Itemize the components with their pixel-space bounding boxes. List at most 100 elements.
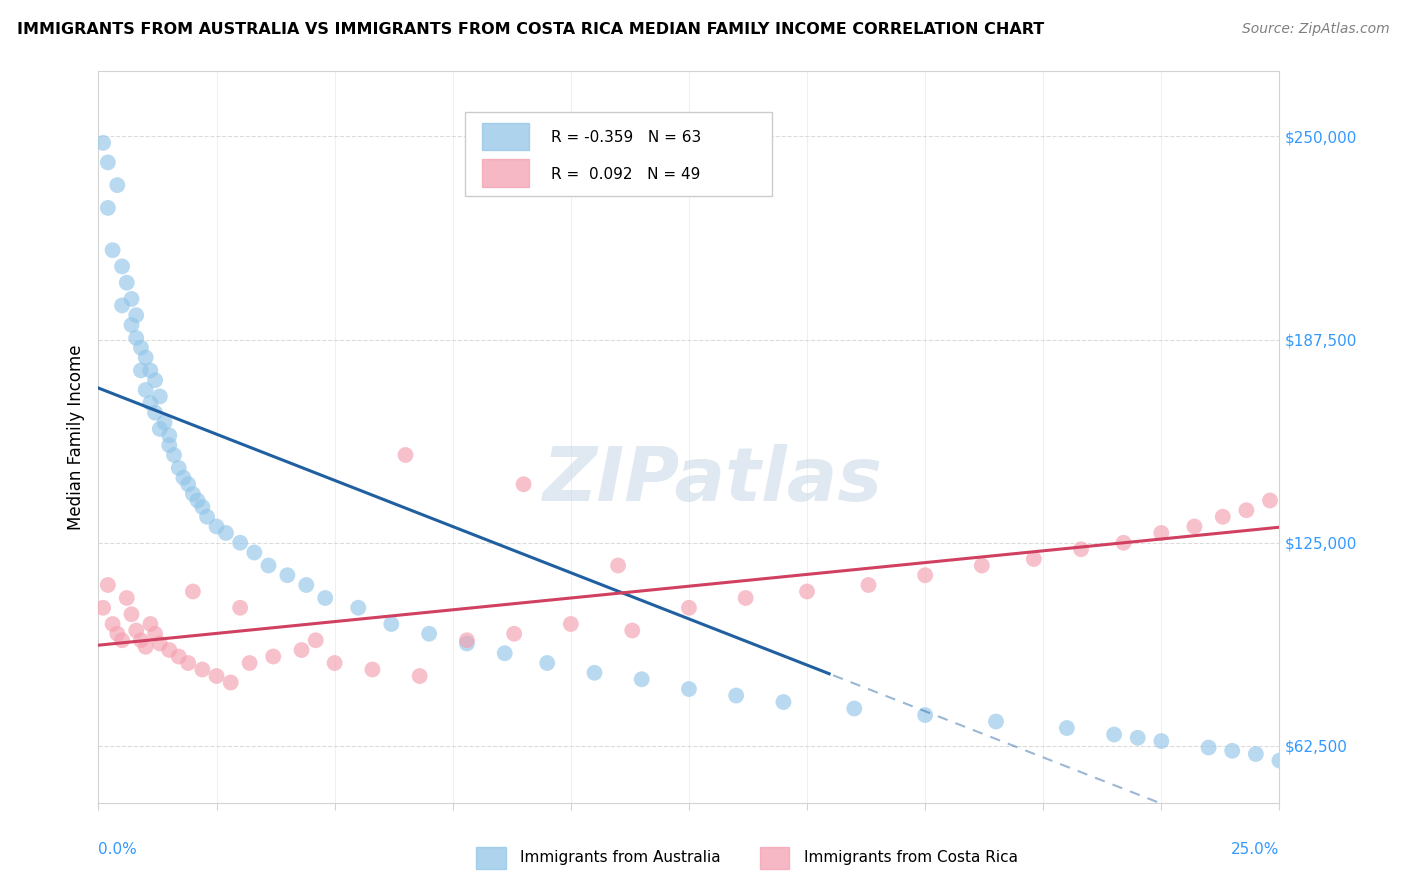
Point: [149, 636, 172, 650]
Point: [181, 584, 204, 599]
Text: R = -0.359   N = 63: R = -0.359 N = 63: [551, 130, 702, 145]
Point: [323, 656, 346, 670]
Point: [181, 487, 204, 501]
Point: [1212, 509, 1234, 524]
Point: [1258, 493, 1281, 508]
Point: [1102, 727, 1125, 741]
Bar: [482, 159, 530, 187]
Point: [1150, 526, 1173, 541]
Point: [678, 681, 700, 696]
Point: [621, 624, 644, 638]
Text: IMMIGRANTS FROM AUSTRALIA VS IMMIGRANTS FROM COSTA RICA MEDIAN FAMILY INCOME COR: IMMIGRANTS FROM AUSTRALIA VS IMMIGRANTS …: [17, 22, 1045, 37]
Point: [143, 626, 166, 640]
Point: [1268, 754, 1291, 768]
Point: [1184, 519, 1206, 533]
Point: [177, 656, 200, 670]
Point: [172, 471, 194, 485]
Point: [143, 406, 166, 420]
Point: [111, 633, 134, 648]
Text: 25.0%: 25.0%: [1232, 842, 1279, 856]
FancyBboxPatch shape: [464, 112, 772, 195]
Point: [560, 617, 582, 632]
Point: [276, 568, 298, 582]
Point: [177, 477, 200, 491]
Point: [143, 373, 166, 387]
Point: [494, 646, 516, 660]
Point: [139, 617, 162, 632]
Point: [1150, 734, 1173, 748]
Bar: [477, 847, 506, 869]
Point: [229, 535, 252, 549]
Point: [734, 591, 756, 605]
Point: [1126, 731, 1149, 745]
Point: [858, 578, 880, 592]
Point: [630, 673, 652, 687]
Point: [418, 626, 440, 640]
Point: [347, 600, 370, 615]
Point: [914, 708, 936, 723]
Text: Immigrants from Australia: Immigrants from Australia: [520, 850, 721, 865]
Text: ZIPatlas: ZIPatlas: [543, 444, 883, 517]
Point: [129, 363, 152, 377]
Point: [394, 448, 416, 462]
Point: [536, 656, 558, 670]
Point: [149, 422, 172, 436]
Text: Immigrants from Costa Rica: Immigrants from Costa Rica: [803, 850, 1018, 865]
Point: [1070, 542, 1092, 557]
Point: [135, 640, 157, 654]
Point: [1198, 740, 1220, 755]
Point: [1022, 552, 1045, 566]
Point: [195, 509, 218, 524]
Point: [1112, 535, 1135, 549]
Point: [115, 591, 138, 605]
Point: [91, 136, 114, 150]
Point: [380, 617, 402, 632]
Point: [187, 493, 209, 508]
Text: Source: ZipAtlas.com: Source: ZipAtlas.com: [1241, 22, 1389, 37]
Point: [305, 633, 328, 648]
Point: [157, 428, 180, 442]
Point: [111, 260, 134, 274]
Point: [153, 416, 176, 430]
Point: [456, 633, 478, 648]
Point: [1244, 747, 1267, 761]
Point: [163, 448, 186, 462]
Point: [725, 689, 748, 703]
Point: [229, 600, 252, 615]
Point: [139, 396, 162, 410]
Point: [105, 178, 128, 193]
Point: [295, 578, 318, 592]
Point: [408, 669, 430, 683]
Point: [215, 526, 238, 541]
Point: [149, 389, 172, 403]
Point: [121, 292, 143, 306]
Point: [105, 626, 128, 640]
Point: [121, 607, 143, 622]
Point: [121, 318, 143, 332]
Point: [191, 500, 214, 514]
Point: [167, 649, 190, 664]
Point: [135, 383, 157, 397]
Point: [205, 519, 228, 533]
Point: [101, 243, 124, 257]
Point: [219, 675, 242, 690]
Point: [607, 558, 630, 573]
Point: [844, 701, 866, 715]
Point: [678, 600, 700, 615]
Point: [239, 656, 262, 670]
Point: [129, 341, 152, 355]
Point: [456, 636, 478, 650]
Text: 0.0%: 0.0%: [98, 842, 138, 856]
Point: [243, 545, 266, 559]
Point: [111, 298, 134, 312]
Point: [257, 558, 280, 573]
Point: [1220, 744, 1243, 758]
Point: [125, 331, 148, 345]
Point: [512, 477, 534, 491]
Point: [205, 669, 228, 683]
Point: [970, 558, 993, 573]
Point: [290, 643, 312, 657]
Point: [772, 695, 794, 709]
Text: R =  0.092   N = 49: R = 0.092 N = 49: [551, 167, 700, 182]
Point: [97, 578, 120, 592]
